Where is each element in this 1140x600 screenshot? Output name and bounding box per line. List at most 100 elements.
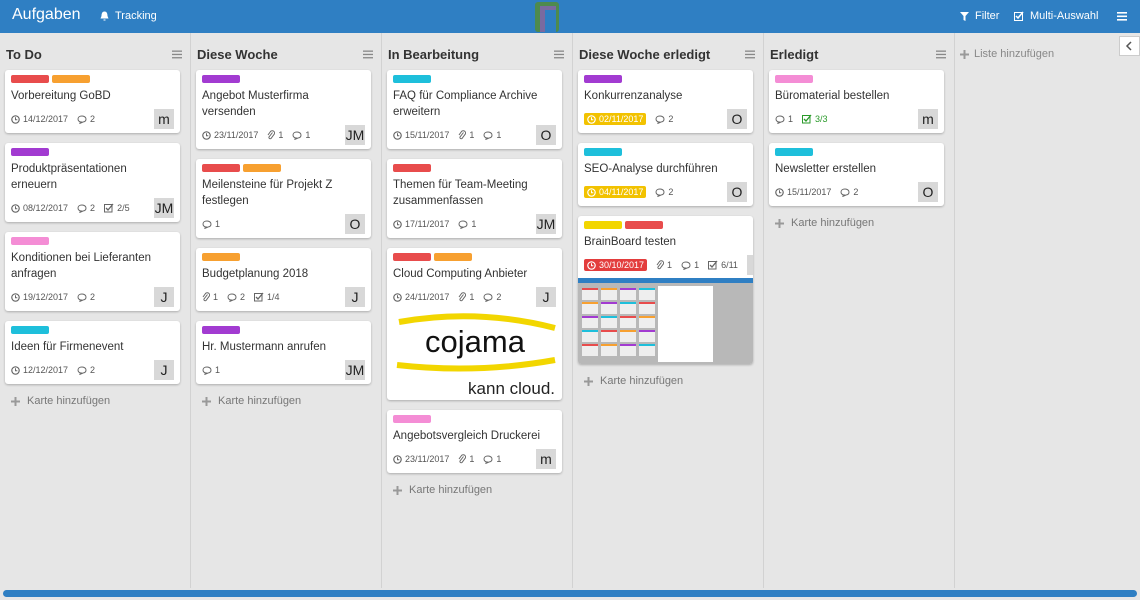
card[interactable]: Vorbereitung GoBD 14/12/2017 2 m bbox=[5, 70, 180, 133]
comment-icon-svg bbox=[655, 187, 665, 197]
due-date: 15/11/2017 bbox=[393, 130, 449, 140]
chevron-icon bbox=[1125, 41, 1132, 51]
card-title: Angebot Musterfirma versenden bbox=[202, 90, 309, 118]
card[interactable]: BrainBoard testen 30/10/2017 1 1 6/11 J bbox=[578, 216, 753, 364]
comment-count: 1 bbox=[496, 130, 502, 140]
member-avatar[interactable]: JM bbox=[536, 214, 556, 234]
add-list[interactable]: Liste hinzufügen bbox=[960, 48, 1054, 60]
comment-icon-svg bbox=[483, 454, 493, 464]
comment-count: 2 bbox=[496, 292, 502, 302]
attachments: 1 bbox=[656, 260, 672, 270]
add-card-label: Karte hinzufügen bbox=[600, 375, 684, 387]
add-card[interactable]: Karte hinzufügen bbox=[196, 394, 371, 408]
comments: 1 bbox=[483, 130, 501, 140]
sidebar-toggle[interactable] bbox=[1119, 36, 1140, 56]
card[interactable]: Produktpräsentationen erneuern 08/12/2017… bbox=[5, 143, 180, 222]
member-avatar[interactable]: m bbox=[536, 449, 556, 469]
checklist-icon bbox=[104, 203, 114, 213]
list-menu[interactable] bbox=[745, 50, 755, 59]
card[interactable]: Konkurrenzanalyse 02/11/2017 2 O bbox=[578, 70, 753, 133]
list-menu[interactable] bbox=[936, 50, 946, 59]
labels bbox=[393, 75, 556, 83]
labels bbox=[202, 253, 365, 261]
label bbox=[202, 164, 240, 172]
label bbox=[775, 75, 813, 83]
screenshot-card bbox=[582, 288, 598, 300]
clock-icon bbox=[393, 130, 402, 140]
card[interactable]: Konditionen bei Lieferanten anfragen 19/1… bbox=[5, 232, 180, 311]
card[interactable]: SEO-Analyse durchführen 04/11/2017 2 O bbox=[578, 143, 753, 206]
attachment-icon bbox=[202, 292, 210, 302]
screenshot-card bbox=[601, 330, 617, 342]
card-meta: 30/10/2017 1 1 6/11 J bbox=[584, 254, 753, 276]
comment-icon bbox=[655, 114, 665, 124]
card-meta: 08/12/2017 2 2/5 JM bbox=[11, 197, 174, 219]
member-avatar[interactable]: O bbox=[918, 182, 938, 202]
add-card[interactable]: Karte hinzufügen bbox=[5, 394, 180, 408]
label bbox=[11, 75, 49, 83]
app-title[interactable]: Aufgaben bbox=[12, 6, 81, 23]
comment-icon-svg bbox=[458, 219, 468, 229]
add-card[interactable]: Karte hinzufügen bbox=[769, 216, 944, 230]
comment-icon-svg bbox=[202, 365, 212, 375]
comments: 2 bbox=[227, 292, 245, 302]
checklist-icon-svg bbox=[254, 292, 264, 302]
member-avatar[interactable]: O bbox=[727, 109, 747, 129]
member-avatar[interactable]: m bbox=[154, 109, 174, 129]
card[interactable]: Ideen für Firmenevent 12/12/2017 2 J bbox=[5, 321, 180, 384]
card[interactable]: FAQ für Compliance Archive erweitern 15/1… bbox=[387, 70, 562, 149]
member-avatar[interactable]: JM bbox=[345, 360, 365, 380]
member-avatar[interactable]: O bbox=[727, 182, 747, 202]
list-menu[interactable] bbox=[554, 50, 564, 59]
card[interactable]: Budgetplanung 2018 1 2 1/4 J bbox=[196, 248, 371, 311]
plus-icon bbox=[960, 49, 969, 59]
checklist-count: 3/3 bbox=[815, 114, 828, 124]
list-title: Diese Woche bbox=[197, 47, 278, 62]
add-card[interactable]: Karte hinzufügen bbox=[578, 374, 753, 388]
filter-button[interactable]: Filter bbox=[960, 10, 999, 22]
multi-select-button[interactable]: Multi-Auswahl bbox=[1014, 10, 1098, 22]
scrollbar[interactable] bbox=[3, 590, 1137, 597]
card-meta: 1 2 1/4 J bbox=[202, 286, 365, 308]
member-avatar[interactable]: J bbox=[154, 287, 174, 307]
card[interactable]: Meilensteine für Projekt Z festlegen 1 O bbox=[196, 159, 371, 238]
member-avatar[interactable]: m bbox=[918, 109, 938, 129]
add-card-label: Karte hinzufügen bbox=[218, 395, 302, 407]
comment-icon-svg bbox=[840, 187, 850, 197]
comment-count: 2 bbox=[90, 365, 96, 375]
clock-icon bbox=[587, 114, 596, 124]
screenshot-card bbox=[582, 302, 598, 314]
card-title: Budgetplanung 2018 bbox=[202, 268, 309, 280]
attachment-icon-svg bbox=[458, 454, 467, 464]
member-avatar[interactable]: J bbox=[345, 287, 365, 307]
list-menu[interactable] bbox=[363, 50, 373, 59]
card-meta: 15/11/2017 1 1 O bbox=[393, 124, 556, 146]
card[interactable]: Büromaterial bestellen 1 3/3 m bbox=[769, 70, 944, 133]
tracking-button[interactable]: Tracking bbox=[100, 10, 157, 22]
list-menu[interactable] bbox=[172, 50, 182, 59]
clock-icon bbox=[393, 219, 402, 229]
menu-button[interactable] bbox=[1117, 11, 1127, 21]
add-card[interactable]: Karte hinzufügen bbox=[387, 483, 562, 497]
card[interactable]: Angebot Musterfirma versenden 23/11/2017 1… bbox=[196, 70, 371, 149]
card-title: Newsletter erstellen bbox=[775, 163, 876, 175]
plus-icon-svg bbox=[393, 485, 402, 495]
member-avatar[interactable]: JM bbox=[154, 198, 174, 218]
card[interactable]: Newsletter erstellen 15/11/2017 2 O bbox=[769, 143, 944, 206]
member-avatar[interactable]: J bbox=[746, 255, 753, 275]
member-avatar[interactable]: J bbox=[154, 360, 174, 380]
member-avatar[interactable]: JM bbox=[345, 125, 365, 145]
clock-icon bbox=[587, 187, 596, 197]
card[interactable]: Hr. Mustermann anrufen 1 JM bbox=[196, 321, 371, 384]
clock-icon-svg bbox=[393, 292, 402, 302]
card[interactable]: Themen für Team-Meeting zusammenfassen 17… bbox=[387, 159, 562, 238]
comments: 1 bbox=[775, 114, 793, 124]
card-meta: 24/11/2017 1 2 J bbox=[393, 286, 556, 308]
list-menu-svg bbox=[363, 50, 373, 59]
card-title: Ideen für Firmenevent bbox=[11, 341, 124, 353]
member-avatar[interactable]: J bbox=[536, 287, 556, 307]
member-avatar[interactable]: O bbox=[536, 125, 556, 145]
card[interactable]: Angebotsvergleich Druckerei 23/11/2017 1 1 m bbox=[387, 410, 562, 473]
member-avatar[interactable]: O bbox=[345, 214, 365, 234]
